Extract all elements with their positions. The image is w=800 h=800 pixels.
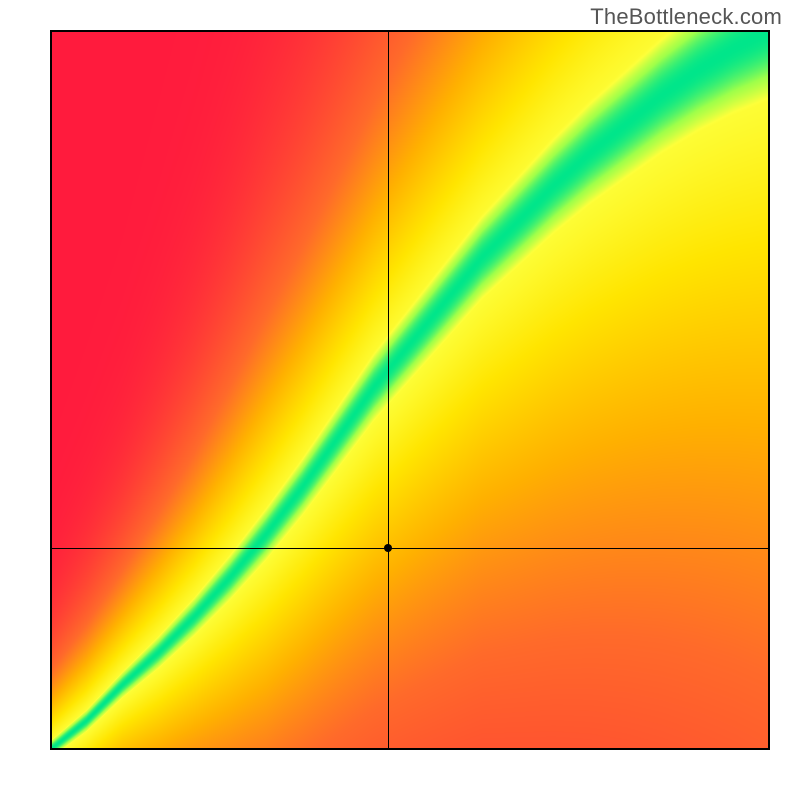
crosshair-vertical xyxy=(388,30,389,750)
chart-container: TheBottleneck.com xyxy=(0,0,800,800)
crosshair-horizontal xyxy=(50,548,770,549)
crosshair-marker xyxy=(384,544,392,552)
watermark-text: TheBottleneck.com xyxy=(590,4,782,30)
heatmap-canvas xyxy=(50,30,770,750)
plot-area xyxy=(50,30,770,750)
